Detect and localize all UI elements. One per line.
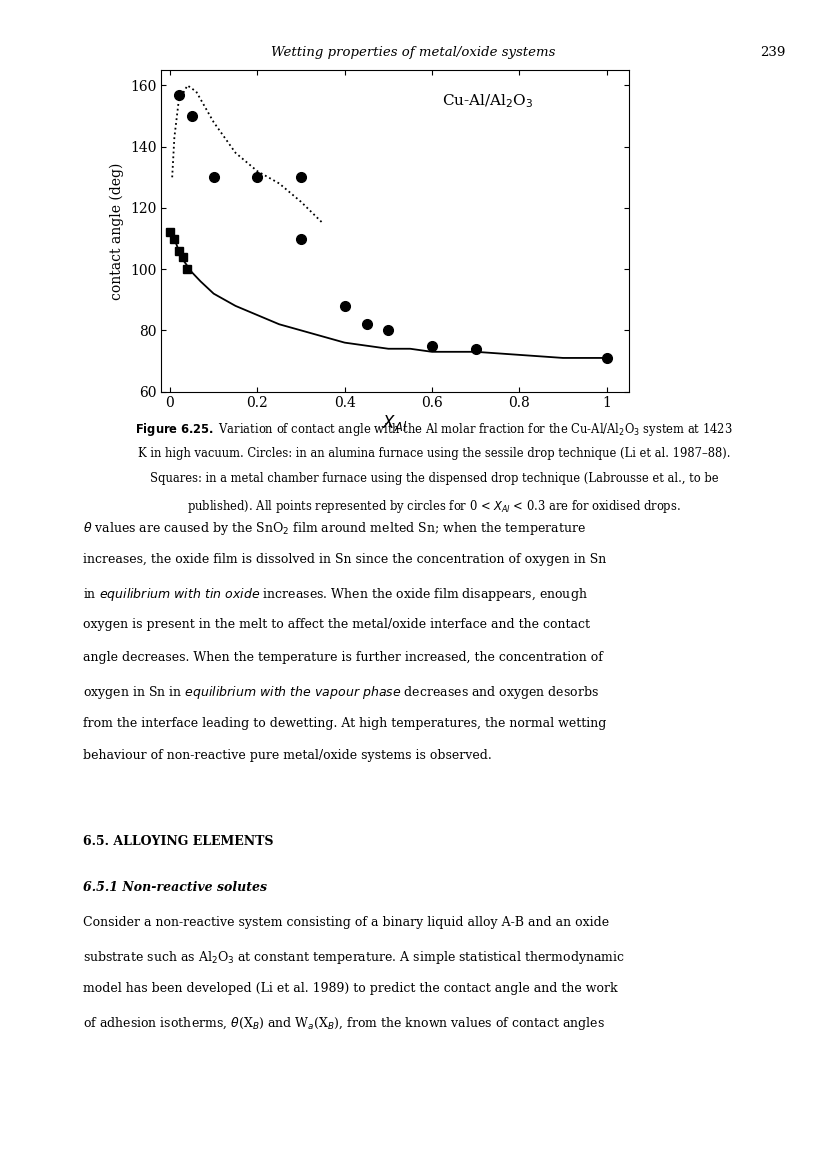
Text: $\bf{Figure\ 6.25.}$ Variation of contact angle with the Al molar fraction for t: $\bf{Figure\ 6.25.}$ Variation of contac… — [136, 421, 733, 438]
Text: Cu-Al/Al$_2$O$_3$: Cu-Al/Al$_2$O$_3$ — [442, 92, 533, 110]
Text: Wetting properties of metal/oxide systems: Wetting properties of metal/oxide system… — [271, 46, 556, 60]
Text: in $\mathit{equilibrium\ with\ tin\ oxide}$ increases. When the oxide film disap: in $\mathit{equilibrium\ with\ tin\ oxid… — [83, 586, 587, 603]
Text: Squares: in a metal chamber furnace using the dispensed drop technique (Labrouss: Squares: in a metal chamber furnace usin… — [150, 472, 719, 485]
Text: of adhesion isotherms, $\mathit{\theta}$(X$_B$) and W$_a$(X$_B$), from the known: of adhesion isotherms, $\mathit{\theta}$… — [83, 1015, 605, 1032]
Text: increases, the oxide film is dissolved in Sn since the concentration of oxygen i: increases, the oxide film is dissolved i… — [83, 553, 606, 566]
Text: $\mathit{\theta}$ values are caused by the SnO$_2$ film around melted Sn; when t: $\mathit{\theta}$ values are caused by t… — [83, 520, 586, 538]
Text: oxygen in Sn in $\mathit{equilibrium\ with\ the\ vapour\ phase}$ decreases and o: oxygen in Sn in $\mathit{equilibrium\ wi… — [83, 684, 599, 701]
Y-axis label: contact angle (deg): contact angle (deg) — [110, 162, 124, 299]
Text: oxygen is present in the melt to affect the metal/oxide interface and the contac: oxygen is present in the melt to affect … — [83, 618, 590, 631]
Text: Consider a non-reactive system consisting of a binary liquid alloy A-B and an ox: Consider a non-reactive system consistin… — [83, 916, 609, 929]
Text: 6.5.1 Non-reactive solutes: 6.5.1 Non-reactive solutes — [83, 881, 266, 894]
Text: published). All points represented by circles for 0 < $X_{Al}$ < 0.3 are for oxi: published). All points represented by ci… — [187, 498, 681, 516]
X-axis label: $X_{Al}$: $X_{Al}$ — [382, 414, 408, 434]
Text: 6.5. ALLOYING ELEMENTS: 6.5. ALLOYING ELEMENTS — [83, 835, 273, 848]
Text: substrate such as Al$_2$O$_3$ at constant temperature. A simple statistical ther: substrate such as Al$_2$O$_3$ at constan… — [83, 949, 624, 967]
Text: K in high vacuum. Circles: in an alumina furnace using the sessile drop techniqu: K in high vacuum. Circles: in an alumina… — [138, 447, 730, 459]
Text: 239: 239 — [760, 46, 786, 60]
Text: angle decreases. When the temperature is further increased, the concentration of: angle decreases. When the temperature is… — [83, 651, 603, 664]
Text: model has been developed (Li et al. 1989) to predict the contact angle and the w: model has been developed (Li et al. 1989… — [83, 982, 617, 995]
Text: behaviour of non-reactive pure metal/oxide systems is observed.: behaviour of non-reactive pure metal/oxi… — [83, 749, 491, 762]
Text: from the interface leading to dewetting. At high temperatures, the normal wettin: from the interface leading to dewetting.… — [83, 717, 606, 729]
